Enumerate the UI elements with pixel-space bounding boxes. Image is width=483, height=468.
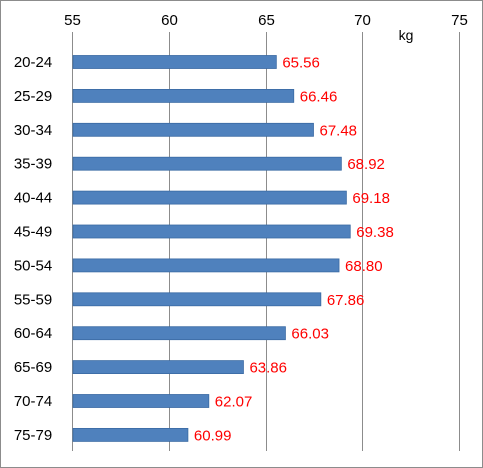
x-tick-label-65: 65 bbox=[258, 12, 275, 29]
x-tick-label-55: 55 bbox=[64, 12, 81, 29]
data-label-25-29: 66.46 bbox=[300, 88, 338, 105]
data-label-45-49: 69.38 bbox=[356, 224, 394, 241]
bar-75-79 bbox=[72, 427, 189, 442]
data-label-60-64: 66.03 bbox=[291, 326, 329, 343]
bars bbox=[72, 55, 351, 442]
category-label-40-44: 40-44 bbox=[14, 190, 52, 207]
category-label-65-69: 65-69 bbox=[14, 359, 52, 376]
bar-30-34 bbox=[72, 122, 314, 137]
unit-label: kg bbox=[399, 27, 414, 43]
data-label-75-79: 60.99 bbox=[194, 427, 232, 444]
bar-65-69 bbox=[72, 360, 244, 375]
data-label-20-24: 65.56 bbox=[282, 55, 320, 72]
x-tick-label-70: 70 bbox=[354, 12, 371, 29]
bar-50-54 bbox=[72, 258, 340, 273]
category-label-70-74: 70-74 bbox=[14, 393, 52, 410]
data-label-35-39: 68.92 bbox=[347, 156, 385, 173]
data-label-55-59: 67.86 bbox=[327, 292, 365, 309]
bar-20-24 bbox=[72, 55, 277, 69]
category-label-75-79: 75-79 bbox=[14, 427, 52, 444]
data-label-70-74: 62.07 bbox=[215, 394, 253, 411]
data-label-50-54: 68.80 bbox=[345, 258, 383, 275]
category-label-30-34: 30-34 bbox=[14, 122, 52, 139]
data-label-65-69: 63.86 bbox=[249, 360, 287, 377]
data-label-30-34: 67.48 bbox=[319, 122, 357, 139]
category-label-60-64: 60-64 bbox=[14, 325, 52, 342]
category-label-35-39: 35-39 bbox=[14, 156, 52, 173]
category-label-45-49: 45-49 bbox=[14, 224, 52, 241]
bar-25-29 bbox=[72, 89, 295, 103]
bar-70-74 bbox=[72, 394, 210, 408]
x-tick-labels: 55 60 65 70 75 bbox=[64, 12, 468, 29]
data-labels: 65.56 66.46 67.48 68.92 69.18 69.38 68.80 67.86… bbox=[194, 55, 394, 445]
bar-35-39 bbox=[72, 156, 342, 171]
data-label-40-44: 69.18 bbox=[352, 190, 390, 207]
bar-45-49 bbox=[72, 224, 351, 239]
category-label-25-29: 25-29 bbox=[14, 88, 52, 105]
category-label-20-24: 20-24 bbox=[14, 54, 52, 71]
category-label-50-54: 50-54 bbox=[14, 257, 52, 274]
x-tick-label-60: 60 bbox=[161, 12, 178, 29]
category-label-55-59: 55-59 bbox=[14, 291, 52, 308]
bar-60-64 bbox=[72, 326, 286, 341]
x-tick-label-75: 75 bbox=[451, 12, 468, 29]
category-labels: 20-24 25-29 30-34 35-39 40-44 45-49 50-54 55-59… bbox=[14, 54, 52, 444]
bar-55-59 bbox=[72, 292, 322, 307]
bar-40-44 bbox=[72, 190, 347, 205]
